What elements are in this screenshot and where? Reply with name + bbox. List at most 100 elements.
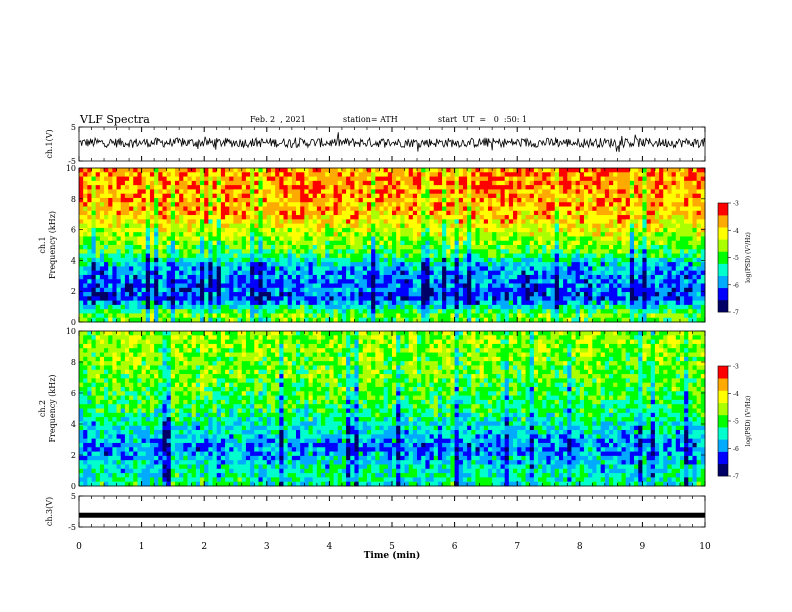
spectrogram-cell [308,236,314,242]
spectrogram-cell [504,317,510,323]
spectrogram-cell [604,185,610,190]
spectrogram-cell [492,309,497,314]
spectrogram-cell [500,279,506,284]
spectrogram-cell [442,309,447,314]
spectrogram-cell [158,168,163,173]
spectrogram-cell [479,236,485,242]
spectrogram-cell [613,227,618,233]
spectrogram-cell [446,236,451,242]
spectrogram-cell [304,223,309,229]
spectrogram-cell [99,317,105,323]
spectrogram-cell [283,292,289,297]
spectrogram-cell [621,300,627,306]
spectrogram-cell [83,296,88,302]
spectrogram-cell [508,274,514,280]
spectrogram-cell [429,193,435,199]
spectrogram-cell [592,253,597,259]
spectrogram-cell [275,300,280,306]
spectrogram-cell [625,236,631,242]
spectrogram-cell [392,270,397,276]
spectrogram-cell [325,262,330,267]
spectrogram-cell [91,219,97,225]
spectrogram-cell [83,257,88,263]
spectrogram-cell [592,240,597,246]
spectrogram-cell [575,287,581,293]
spectrogram-cell [450,210,455,216]
spectrogram-cell [513,309,518,314]
spectrogram-cell [404,262,410,267]
spectrogram-cell [108,283,113,289]
spectrogram-cell [166,202,172,207]
spectrogram-cell [149,210,155,216]
spectrogram-cell [583,197,589,203]
spectrogram-cell [233,215,238,220]
spectrogram-cell [496,304,501,310]
spectrogram-cell [508,304,514,310]
spectrogram-cell [475,253,481,259]
spectrogram-cell [604,309,610,314]
spectrogram-cell [275,240,280,246]
spectrogram-cell [91,180,97,186]
spectrogram-cell [408,197,414,203]
spectrogram-cell [567,185,572,190]
spectrogram-cell [617,270,622,276]
spectrogram-cell [108,232,113,237]
spectrogram-cell [629,266,635,272]
spectrogram-cell [600,176,606,182]
spectrogram-cell [116,180,122,186]
spectrogram-cell [392,274,397,280]
spectrogram-cell [183,309,188,314]
spectrogram-cell [496,296,501,302]
spectrogram-cell [316,249,322,254]
spectrogram-cell [571,266,577,272]
spectrogram-cell [195,296,201,302]
spectrogram-cell [625,249,631,254]
spectrogram-cell [609,180,614,186]
spectrogram-cell [462,296,468,302]
spectrogram-cell [308,206,314,212]
spectrogram-cell [95,262,101,267]
spectrogram-cell [437,227,443,233]
spectrogram-cell [379,279,385,284]
spectrogram-cell [433,189,439,195]
spectrogram-cell [408,245,414,250]
spectrogram-cell [583,300,589,306]
spectrogram-cell [87,227,92,233]
spectrogram-cell [354,304,360,310]
spectrogram-cell [579,245,585,250]
spectrogram-cell [179,232,184,237]
spectrogram-cell [250,262,255,267]
spectrogram-cell [550,202,556,207]
spectrogram-cell [79,253,84,259]
spectrogram-cell [508,180,514,186]
spectrogram-cell [245,245,251,250]
spectrogram-cell [529,168,535,173]
spectrogram-cell [91,274,97,280]
spectrogram-cell [375,215,380,220]
spectrogram-cell [87,270,92,276]
spectrogram-cell [321,274,326,280]
spectrogram-cell [275,176,280,182]
spectrogram-cell [467,245,472,250]
spectrogram-cell [287,296,293,302]
spectrogram-cell [254,197,259,203]
spectrogram-cell [316,223,322,229]
spectrogram-cell [467,223,472,229]
spectrogram-cell [600,202,606,207]
spectrogram-cell [229,266,234,272]
spectrogram-cell [108,245,113,250]
spectrogram-cell [375,287,380,293]
spectrogram-cell [617,227,622,233]
spectrogram-cell [558,279,564,284]
spectrogram-cell [513,304,518,310]
spectrogram-cell [108,266,113,272]
spectrogram-cell [308,313,314,319]
spectrogram-cell [362,206,368,212]
spectrogram-cell [508,287,514,293]
spectrogram-cell [425,219,430,225]
spectrogram-cell [191,219,197,225]
spectrogram-cell [91,189,97,195]
spectrogram-cell [538,219,543,225]
spectrogram-cell [609,283,614,289]
spectrogram-cell [634,270,639,276]
